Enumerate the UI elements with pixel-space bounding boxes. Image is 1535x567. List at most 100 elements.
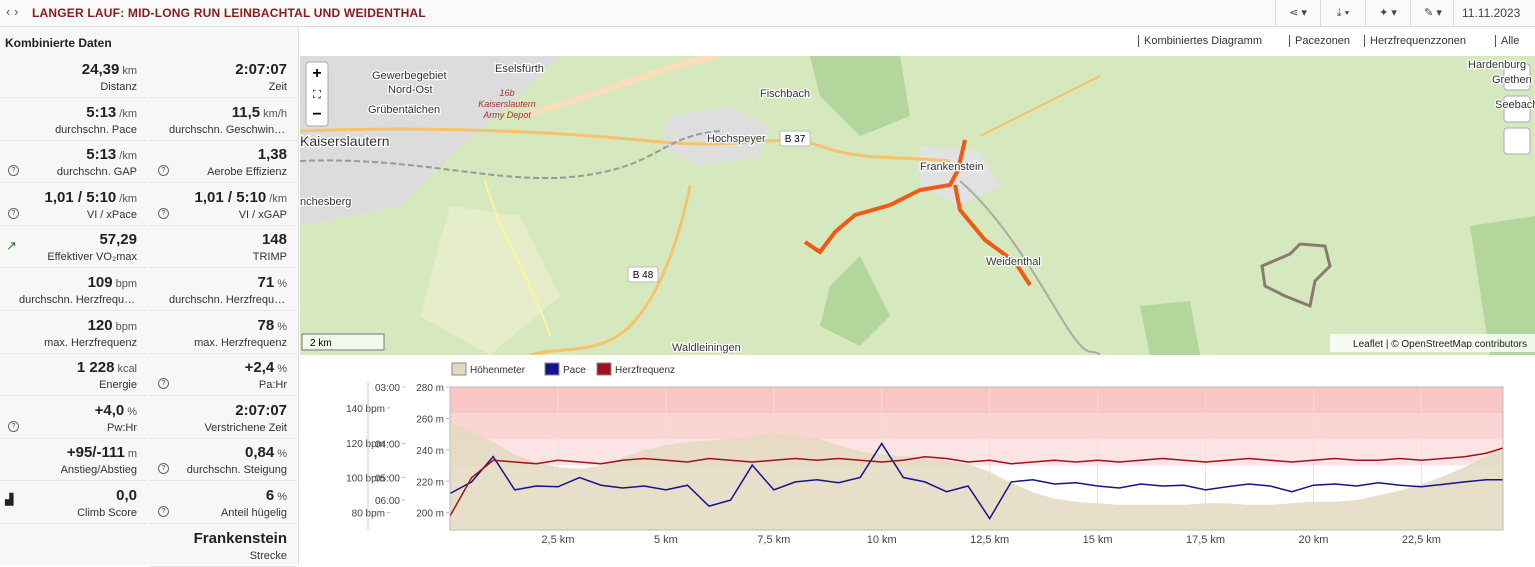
stat-value: 1,01 / 5:10/km	[195, 189, 287, 206]
stat-number: +4,0	[94, 401, 125, 419]
pace-tick-label: 03:00	[375, 383, 400, 394]
map-label: Nord-Ost	[388, 84, 433, 96]
stat-label: Anteil hügelig	[220, 507, 287, 519]
nav-arrows[interactable]: ‹ ›	[6, 4, 19, 19]
depot-label: 16b	[499, 88, 514, 98]
stat-unit: kcal	[117, 363, 137, 376]
help-icon: ?	[158, 378, 169, 390]
map-label: Gewerbegebiet	[372, 70, 447, 82]
stat-cell: 1,01 / 5:10/km VI / xPace?	[0, 184, 147, 226]
stat-value: 11,5 km/h	[232, 104, 287, 121]
legend-swatch	[544, 362, 560, 376]
stat-label: Zeit	[268, 81, 287, 93]
stat-label: VI / xGAP	[238, 208, 287, 221]
stat-number: 5:13	[86, 146, 117, 164]
stat-label: TRIMP	[252, 251, 287, 264]
series-line	[449, 442, 1503, 520]
stat-number: 0,84	[245, 444, 275, 462]
map-label: Kaiserslautern	[300, 133, 390, 149]
stat-cell: 11,5km/h durchschn. Geschwindigkeit	[150, 99, 297, 141]
stat-value: 1 228 kcal	[77, 359, 137, 376]
map-label: Hochspeyer	[707, 133, 766, 145]
x-tick-label: 10 km	[867, 534, 897, 546]
stat-label: Strecke	[249, 549, 287, 562]
stat-number: 1,38	[257, 146, 287, 164]
layer-button[interactable]	[1503, 63, 1531, 91]
stat-cell: 5:13/km durchschn. Pace	[0, 99, 147, 141]
tab[interactable]: Pacezonen	[1289, 35, 1350, 47]
legend-swatch	[596, 362, 612, 376]
road-label: B 37	[785, 134, 806, 145]
stat-value: 2:07:07	[235, 61, 287, 78]
tools-button[interactable]: ✦ ▾	[1365, 0, 1410, 26]
tab[interactable]: Herzfrequenzzonen	[1364, 35, 1466, 47]
map-label: nchesberg	[300, 196, 351, 208]
gauge-button[interactable]	[1503, 95, 1531, 123]
stat-number: 0,0	[116, 487, 137, 504]
stat-cell: 6% Anteil hügelig?	[150, 482, 297, 524]
map[interactable]: + ⛶ − Eselsfürth Gewerbegebiet Nord-Ost Grü…	[300, 56, 1535, 355]
stat-cell: 57,29 Effektiver VO₂max ↗	[0, 226, 147, 269]
elevation-tick-label: 260 m	[416, 414, 444, 425]
hr-tick-label: 140 bpm	[346, 404, 385, 415]
tab[interactable]: Kombiniertes Diagramm	[1138, 35, 1262, 47]
map-label: Hardenburg	[1468, 59, 1526, 71]
road-sign	[779, 130, 811, 147]
elevation-tick-label: 220 m	[416, 477, 444, 488]
help-icon: ?	[158, 207, 169, 219]
extra-button[interactable]	[1503, 127, 1531, 155]
x-tick-label: 12,5 km	[970, 534, 1009, 546]
elevation-area	[450, 421, 1503, 530]
elevation-tick-label: 280 m	[416, 383, 444, 394]
stat-cell: 71% durchschn. Herzfrequenz	[150, 269, 297, 311]
stat-label: durchschn. Pace	[55, 123, 137, 136]
stat-label: VI / xPace	[86, 208, 137, 221]
x-tick-label: 22,5 km	[1402, 534, 1441, 546]
stat-value: 0,84%	[245, 444, 287, 461]
stat-label: max. Herzfrequenz	[44, 336, 137, 349]
stat-number: 5:13	[86, 103, 117, 121]
map-label: Grethen	[1492, 74, 1532, 86]
hr-tick-label: 100 bpm	[346, 474, 385, 485]
stat-number: 1,01 / 5:10	[44, 188, 117, 206]
stat-unit: km/h	[263, 107, 287, 120]
map-label: Weidenthal	[986, 256, 1041, 268]
chart: 2,5 km 5 km 7,5 km 10 km 12,5 km 15 km 17,5 km…	[346, 362, 1504, 546]
series-line	[449, 447, 1504, 517]
stat-number: 2:07:07	[235, 61, 287, 78]
scale-bar	[301, 333, 385, 351]
pace-tick-label: 05:00	[375, 474, 400, 485]
stat-number: 1 228	[76, 359, 115, 377]
zoom-control[interactable]	[305, 61, 329, 127]
stat-unit: /km	[119, 150, 137, 163]
stat-cell: 0,84% durchschn. Steigung?	[150, 439, 297, 482]
stat-cell: 2:07:07 Zeit	[150, 56, 297, 98]
stat-number: 11,5	[231, 103, 261, 121]
stat-cell: Frankenstein Strecke	[150, 525, 297, 567]
stat-cell: 2:07:07 Verstrichene Zeit	[150, 397, 297, 439]
share-button[interactable]: ⋖ ▾	[1275, 0, 1320, 26]
date: 11.11.2023	[1462, 6, 1521, 20]
legend-label: Pace	[563, 365, 586, 376]
download-button[interactable]: ⤓ ▾	[1320, 0, 1365, 26]
stat-value: +2,4%	[245, 359, 287, 376]
stat-cell: 120 bpm max. Herzfrequenz	[0, 312, 147, 354]
stat-label: durchschn. Herzfrequenz	[169, 294, 287, 306]
tab[interactable]: Alle	[1495, 35, 1519, 47]
help-icon: ?	[8, 420, 19, 432]
stat-label: Effektiver VO₂max	[47, 251, 137, 264]
legend-label: Höhenmeter	[470, 365, 526, 376]
legend-label: Herzfrequenz	[615, 365, 675, 376]
stat-number: 6	[265, 487, 275, 504]
depot-label: Kaiserslautern	[478, 99, 536, 109]
help-icon: ?	[8, 207, 19, 219]
stat-value: 148	[262, 231, 287, 248]
map-label: Frankenstein	[920, 161, 984, 173]
help-icon: ?	[158, 165, 169, 177]
stat-value: +4,0%	[95, 402, 137, 419]
settings-button[interactable]: ✎ ▾	[1410, 0, 1455, 26]
stat-label: Energie	[99, 379, 137, 392]
stat-label: Pw:Hr	[107, 421, 137, 434]
stat-value: 71%	[258, 274, 287, 291]
